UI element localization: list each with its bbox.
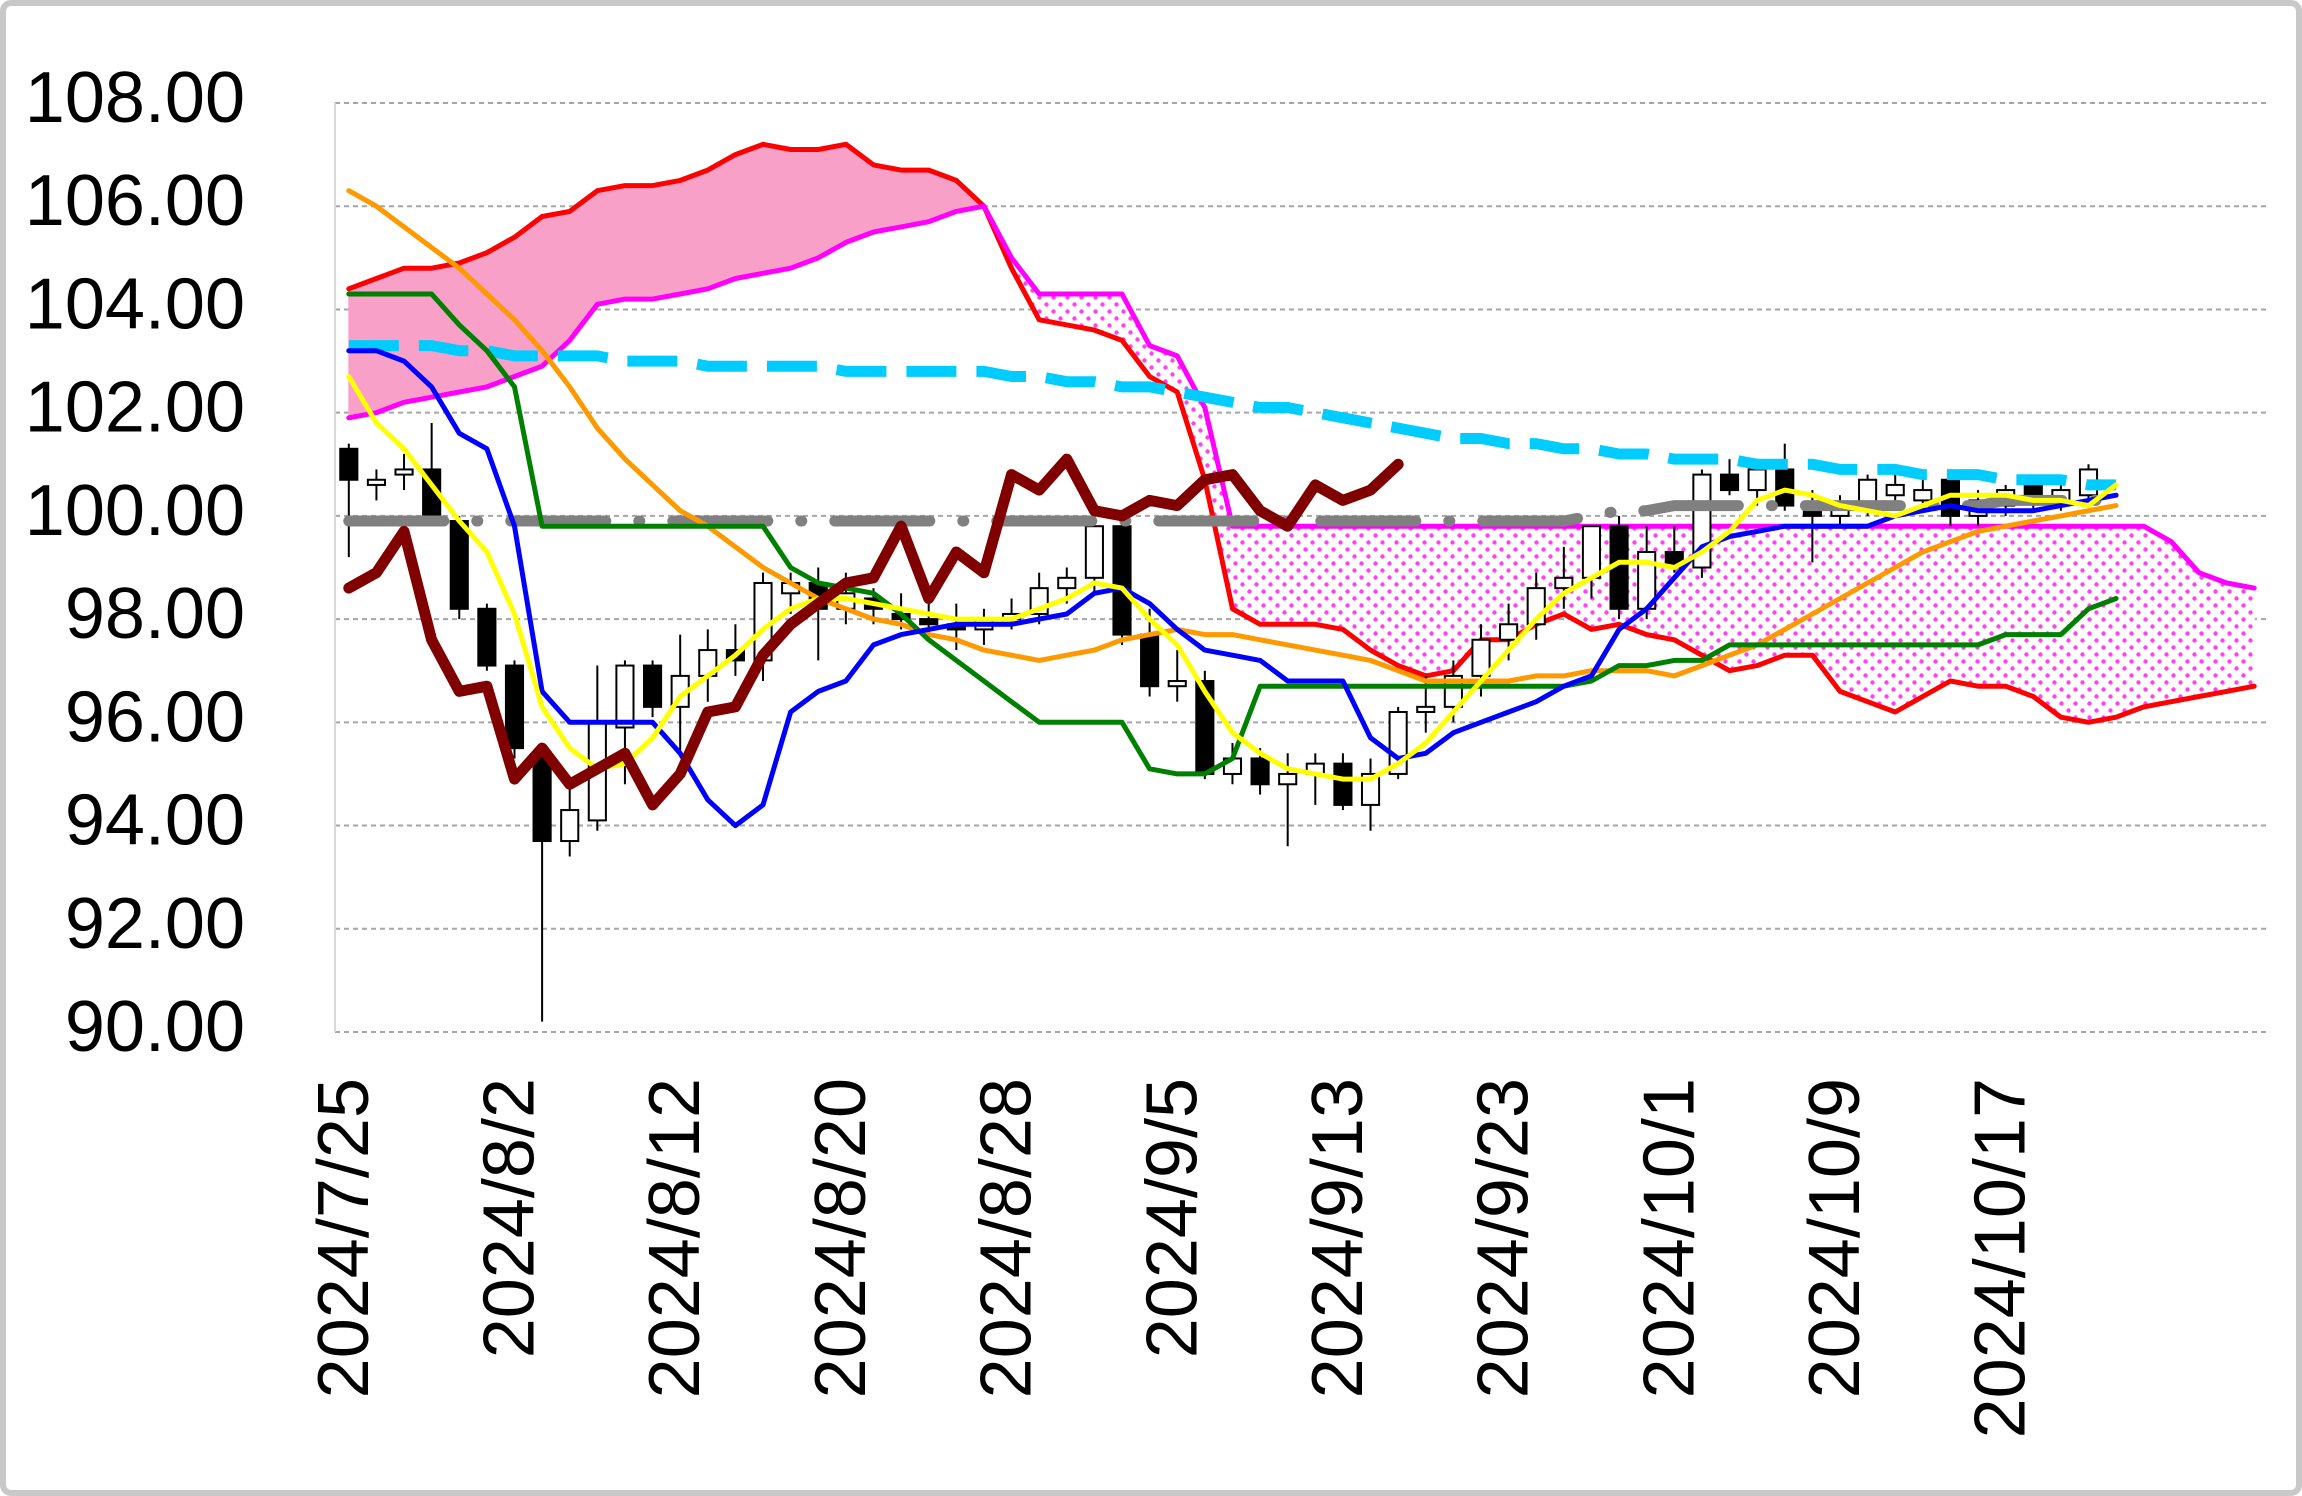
cloud [2143, 525, 2172, 708]
y-tick-label: 94.00 [65, 781, 245, 861]
candle-body [477, 607, 497, 667]
y-tick-label: 92.00 [65, 884, 245, 964]
y-tick-label: 108.00 [25, 58, 245, 138]
cloud [734, 143, 764, 280]
candle-body [394, 468, 414, 476]
x-tick-label: 2024/9/23 [1464, 1078, 1544, 1398]
x-tick-label: 2024/8/28 [967, 1078, 1047, 1398]
cloud [1370, 525, 1399, 667]
candle-body [1913, 489, 1933, 502]
cloud [1839, 525, 1869, 703]
candle-body [504, 664, 525, 750]
x-tick-label: 2024/10/17 [1961, 1078, 2041, 1438]
cloud [1425, 525, 1454, 677]
cloud [1784, 525, 1813, 656]
cloud [817, 143, 847, 259]
candle-body [1443, 674, 1463, 708]
cloud [707, 153, 736, 290]
candle-body [1057, 576, 1077, 590]
candle-body [1554, 576, 1574, 590]
candle-body [339, 447, 359, 481]
candle-body [1084, 525, 1104, 579]
candle-body [1112, 525, 1132, 636]
cloud [1287, 525, 1316, 625]
x-tick-label: 2024/10/9 [1795, 1078, 1875, 1398]
candle-body [1471, 638, 1491, 677]
cloud [1259, 525, 1289, 625]
candle-body [1719, 473, 1740, 492]
cloud [762, 143, 792, 274]
cloud [2198, 571, 2228, 698]
candle-body [560, 809, 580, 843]
candle-body [1250, 757, 1270, 786]
cloud [652, 179, 681, 300]
x-tick-label: 2024/7/25 [304, 1078, 384, 1398]
line [343, 453, 1404, 811]
cloud [624, 185, 654, 300]
x-tick-label: 2024/10/1 [1629, 1078, 1709, 1398]
cloud [900, 169, 930, 228]
x-tick-label: 2024/9/5 [1132, 1078, 1212, 1358]
cloud [1480, 525, 1510, 641]
line [348, 340, 2117, 491]
candle-body [1167, 680, 1187, 688]
cloud [2032, 525, 2062, 719]
cloud [596, 184, 626, 305]
y-tick-label: 104.00 [25, 264, 245, 344]
cloud [2226, 582, 2255, 692]
cloud [1949, 525, 1979, 687]
x-tick-label: 2024/8/20 [801, 1078, 881, 1398]
candle-body [1885, 483, 1905, 497]
cloud [1397, 525, 1427, 677]
line [346, 348, 2119, 829]
cloud [872, 164, 902, 233]
candle-body [1499, 623, 1519, 641]
candle-body [1278, 772, 1298, 786]
candle-body [919, 618, 939, 626]
line [346, 291, 2119, 777]
candle-body [1360, 772, 1381, 806]
line [346, 188, 2119, 684]
cloud [1977, 525, 2007, 687]
candle-body [1747, 468, 1767, 492]
cloud [1867, 525, 1896, 713]
cloud [486, 236, 515, 388]
candle-body [532, 752, 552, 843]
cloud [2088, 525, 2117, 723]
y-tick-label: 90.00 [65, 987, 245, 1067]
candle-body [366, 478, 386, 486]
line [346, 374, 2119, 782]
cloud [679, 169, 709, 295]
cloud [431, 262, 460, 398]
line [346, 141, 2257, 725]
cloud [790, 148, 819, 269]
y-tick-label: 96.00 [65, 677, 245, 757]
candle-body [1140, 633, 1160, 688]
line [346, 203, 2257, 591]
candle-body [449, 520, 469, 610]
candle-body [1333, 762, 1353, 806]
y-tick-label: 98.00 [65, 574, 245, 654]
cloud [2005, 525, 2034, 698]
cloud [2115, 525, 2145, 718]
line [343, 494, 2122, 527]
candle-body [1775, 468, 1795, 507]
cloud [1314, 525, 1344, 631]
y-tick-label: 106.00 [25, 161, 245, 241]
x-tick-label: 2024/9/13 [1298, 1078, 1378, 1398]
candle-body [1416, 705, 1436, 714]
x-tick-label: 2024/8/12 [635, 1078, 715, 1398]
candle-body [615, 664, 635, 729]
y-tick-label: 100.00 [25, 471, 245, 551]
x-tick-label: 2024/8/2 [470, 1078, 550, 1358]
candle-body [643, 664, 663, 708]
candle-body [1581, 525, 1602, 579]
y-tick-label: 102.00 [25, 368, 245, 448]
